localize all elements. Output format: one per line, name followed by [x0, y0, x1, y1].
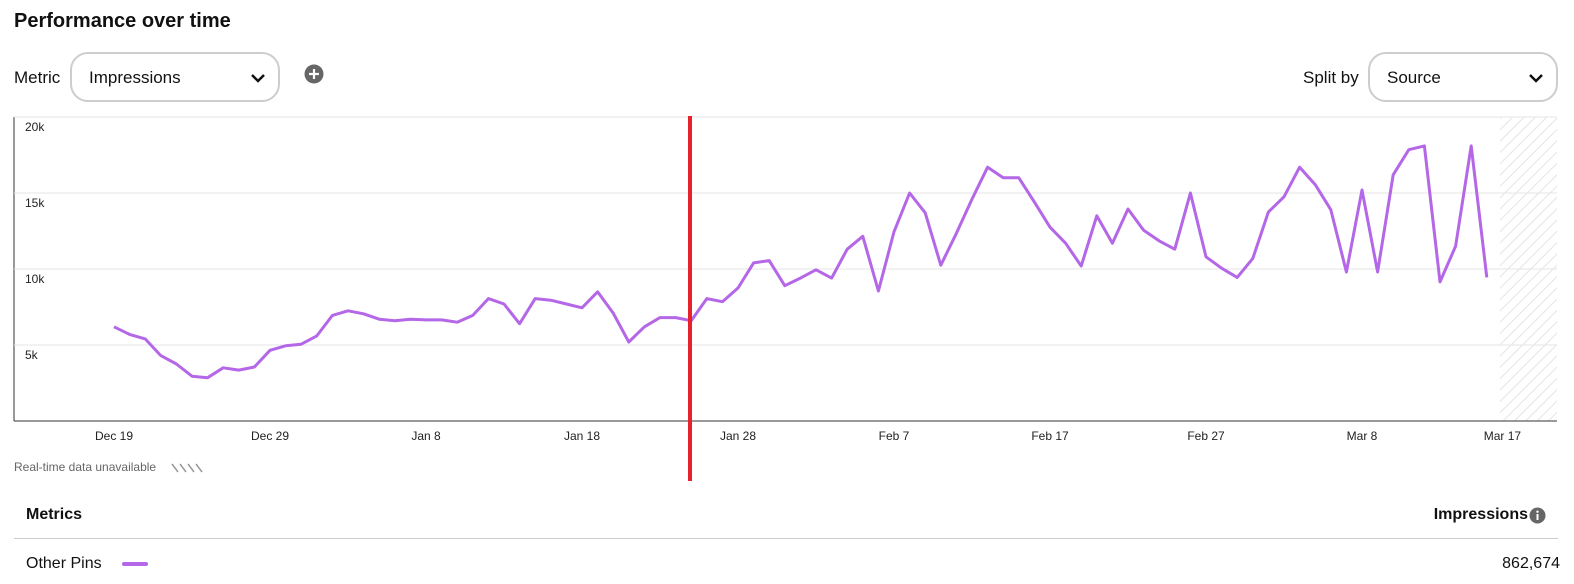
y-tick-label: 5k: [25, 348, 39, 362]
chevron: [1529, 74, 1543, 83]
metric-value: Impressions: [89, 68, 181, 87]
row-value: 862,674: [1502, 555, 1560, 572]
y-tick-label: 15k: [25, 196, 45, 210]
split-value: Source: [1387, 68, 1441, 87]
x-tick-label: Jan 8: [411, 429, 441, 443]
split-label: Split by: [1303, 68, 1359, 87]
info-icon[interactable]: [1529, 507, 1546, 524]
y-tick-label: 10k: [25, 272, 45, 286]
metric-label: Metric: [14, 68, 61, 87]
x-tick-label: Feb 27: [1187, 429, 1225, 443]
x-tick-label: Jan 18: [564, 429, 600, 443]
y-tick-label: 20k: [25, 120, 45, 134]
x-tick-label: Dec 19: [95, 429, 133, 443]
legend-swatch: [122, 562, 148, 566]
table-divider: [14, 538, 1558, 539]
table-header: Impressions: [1433, 506, 1528, 523]
chart: 5k 10k 15k 20k Dec 19 Dec 29 Jan 8 Jan 18 Jan 28…: [13, 116, 1557, 481]
metric-dropdown[interactable]: Impressions: [70, 52, 280, 102]
add-metric-button[interactable]: [304, 64, 324, 84]
table-header: Metrics: [26, 506, 83, 523]
x-tick-label: Mar 17: [1484, 429, 1522, 443]
row-label: Other Pins: [26, 555, 102, 572]
hatch-icon: [171, 463, 203, 473]
x-tick-label: Jan 28: [720, 429, 756, 443]
panel-title: Performance over time: [14, 10, 231, 32]
split-dropdown[interactable]: Source: [1368, 52, 1558, 102]
x-tick-label: Feb 7: [879, 429, 910, 443]
series-line: [113, 144, 1489, 380]
unavailable-note: Real-time data unavailable: [14, 460, 156, 474]
chevron: [251, 74, 265, 83]
x-tick-label: Mar 8: [1347, 429, 1378, 443]
x-tick-label: Dec 29: [251, 429, 289, 443]
x-tick-label: Feb 17: [1031, 429, 1069, 443]
